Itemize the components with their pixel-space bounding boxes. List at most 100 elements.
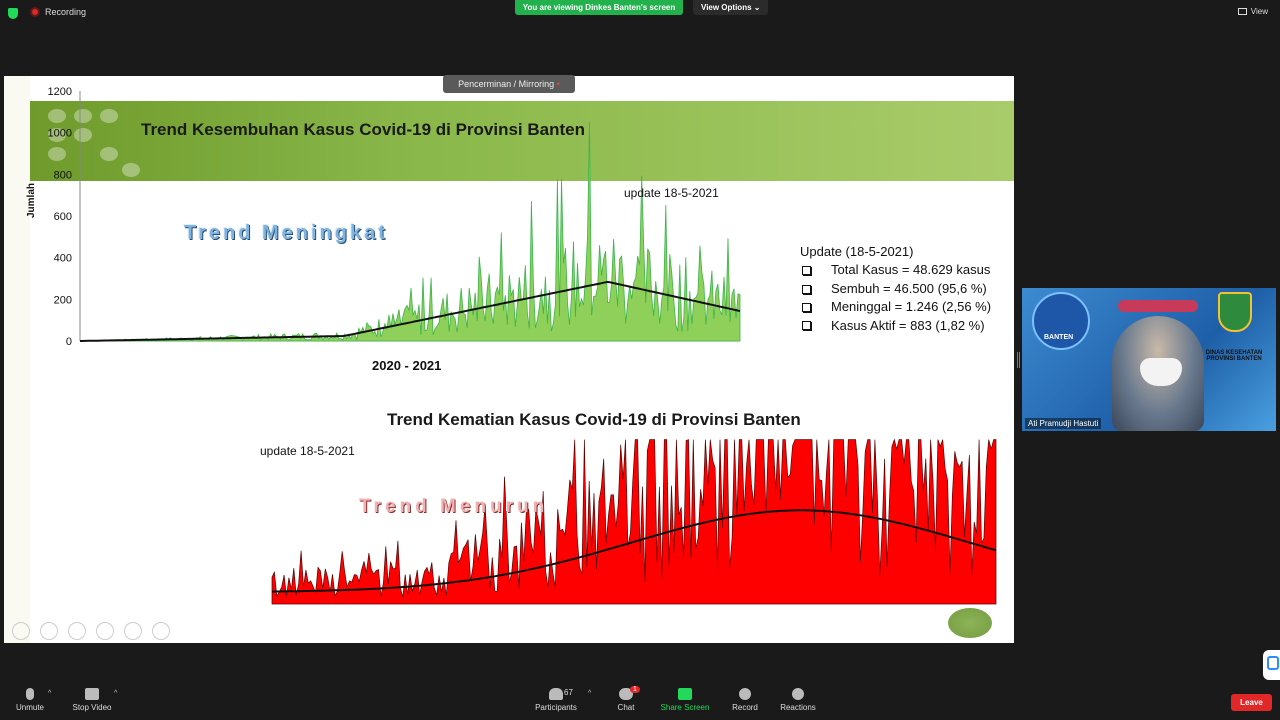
recovery-update-date: update 18-5-2021: [624, 186, 719, 200]
summary-item: Total Kasus = 48.629 kasus: [800, 261, 991, 279]
security-shield-icon[interactable]: [8, 8, 18, 19]
recovery-trend-line: [80, 280, 741, 342]
reactions-button[interactable]: Reactions: [768, 688, 828, 712]
top-bar: Recording You are viewing Dinkes Banten'…: [0, 0, 1280, 26]
social-handle-banner: [1118, 300, 1198, 312]
participants-options-caret-icon[interactable]: ^: [588, 690, 592, 697]
record-button[interactable]: Record: [715, 688, 775, 712]
chat-label: Chat: [617, 703, 635, 712]
y-tick-label: 400: [54, 253, 72, 265]
unmute-button[interactable]: Unmute: [0, 688, 60, 712]
share-screen-icon: [678, 688, 692, 700]
reactions-icon: [792, 688, 804, 700]
trend-down-label: Trend Menurun: [359, 496, 549, 517]
share-screen-label: Share Screen: [660, 703, 710, 712]
slide-logo-stamp: [948, 608, 992, 638]
zoom-icon[interactable]: [124, 622, 142, 640]
y-tick-label: 0: [66, 336, 72, 348]
summary-item: Meninggal = 1.246 (2,56 %): [800, 298, 991, 316]
summary-item-text: Total Kasus = 48.629 kasus: [831, 262, 991, 278]
back-icon[interactable]: [12, 622, 30, 640]
video-options-caret-icon[interactable]: ^: [114, 690, 118, 697]
recording-indicator[interactable]: Recording: [30, 7, 86, 17]
slides-icon[interactable]: [96, 622, 114, 640]
trend-up-label: Trend Meningkat: [184, 222, 388, 244]
participants-icon: [549, 688, 563, 700]
slide-banner: [30, 101, 1014, 181]
chat-icon: [619, 688, 633, 700]
summary-box: Update (18-5-2021) Total Kasus = 48.629 …: [800, 243, 991, 335]
decor-bubble: [48, 147, 66, 161]
participants-label: Participants: [535, 703, 577, 712]
decor-bubble: [48, 109, 66, 123]
decor-bubble: [74, 128, 92, 142]
participant-name: Ati Pramudji Hastuti: [1025, 418, 1102, 429]
recording-dot-icon: [30, 7, 40, 17]
decor-bubble: [122, 163, 140, 177]
stop-video-label: Stop Video: [72, 703, 112, 712]
province-emblem-icon: [1218, 292, 1252, 332]
side-panel-toggle[interactable]: [1263, 650, 1280, 680]
unmute-label: Unmute: [15, 703, 44, 712]
checkbox-bullet-icon: [802, 284, 811, 294]
y-tick-label: 800: [54, 169, 72, 181]
mirroring-label[interactable]: Pencerminan / Mirroring •: [443, 75, 575, 93]
death-series-area: [271, 438, 997, 605]
chat-button[interactable]: 1 Chat: [596, 686, 656, 712]
record-label: Record: [732, 703, 758, 712]
checkbox-bullet-icon: [802, 266, 811, 276]
participant-video[interactable]: BANTEN DINAS KESEHATAN PROVINSI BANTEN A…: [1022, 288, 1276, 431]
mouse-cursor-icon: [116, 634, 121, 643]
share-screen-button[interactable]: Share Screen: [655, 688, 715, 712]
summary-item-text: Sembuh = 46.500 (95,6 %): [831, 280, 987, 296]
view-button[interactable]: View: [1237, 7, 1268, 16]
participants-button[interactable]: 67 Participants: [526, 688, 586, 712]
recovery-x-axis-label: 2020 - 2021: [372, 358, 442, 373]
chevron-down-icon: ⌄: [753, 3, 761, 12]
mirroring-dot-icon: •: [556, 79, 560, 89]
decor-bubble: [74, 109, 92, 123]
viewing-banner: You are viewing Dinkes Banten's screen: [515, 0, 683, 15]
participants-count: 67: [564, 688, 573, 697]
panel-resize-handle[interactable]: [1017, 352, 1020, 368]
summary-item-text: Kasus Aktif = 883 (1,82 %): [831, 317, 985, 333]
leave-button[interactable]: Leave: [1231, 694, 1272, 711]
decor-bubble: [48, 128, 66, 142]
audio-options-caret-icon[interactable]: ^: [48, 690, 52, 697]
anniversary-logo: BANTEN: [1032, 292, 1090, 350]
more-icon[interactable]: [152, 622, 170, 640]
logo-text: BANTEN: [1044, 334, 1074, 341]
view-options-label: View Options: [701, 3, 752, 12]
death-trend-line: [271, 509, 997, 593]
recovery-y-axis-label: Jumlah: [26, 182, 37, 218]
panel-icon: [1267, 656, 1279, 670]
decor-bubble: [100, 109, 118, 123]
department-label: DINAS KESEHATAN PROVINSI BANTEN: [1205, 350, 1263, 362]
slide-margin: [4, 76, 30, 643]
summary-item: Sembuh = 46.500 (95,6 %): [800, 280, 991, 298]
y-tick-label: 1000: [48, 128, 72, 140]
shared-screen: 0 200 400 600 800 1000 1200 Trend Kesembuhan K…: [4, 76, 1014, 643]
view-grid-icon: [1237, 8, 1247, 15]
view-options-button[interactable]: View Options ⌄: [693, 0, 769, 15]
summary-heading: Update (18-5-2021): [800, 244, 914, 259]
pen-icon[interactable]: [68, 622, 86, 640]
recording-label: Recording: [45, 7, 87, 17]
summary-item-text: Meninggal = 1.246 (2,56 %): [831, 299, 992, 315]
recovery-chart: 0 200 400 600 800 1000 1200: [48, 86, 741, 348]
death-chart: [271, 438, 997, 605]
view-label: View: [1250, 7, 1268, 16]
record-icon: [739, 688, 751, 700]
meeting-controls: Unmute ^ Stop Video ^ 67 Participants ^ …: [0, 684, 1280, 720]
death-update-date: update 18-5-2021: [260, 444, 355, 458]
forward-icon[interactable]: [40, 622, 58, 640]
reactions-label: Reactions: [780, 703, 816, 712]
summary-item: Kasus Aktif = 883 (1,82 %): [800, 317, 991, 335]
camera-icon: [85, 688, 99, 700]
checkbox-bullet-icon: [802, 302, 811, 312]
death-chart-title: Trend Kematian Kasus Covid-19 di Provins…: [387, 410, 801, 429]
participant-mask: [1140, 358, 1182, 386]
microphone-muted-icon: [26, 688, 34, 700]
mirroring-text: Pencerminan / Mirroring: [458, 79, 555, 89]
stop-video-button[interactable]: Stop Video: [62, 688, 122, 712]
